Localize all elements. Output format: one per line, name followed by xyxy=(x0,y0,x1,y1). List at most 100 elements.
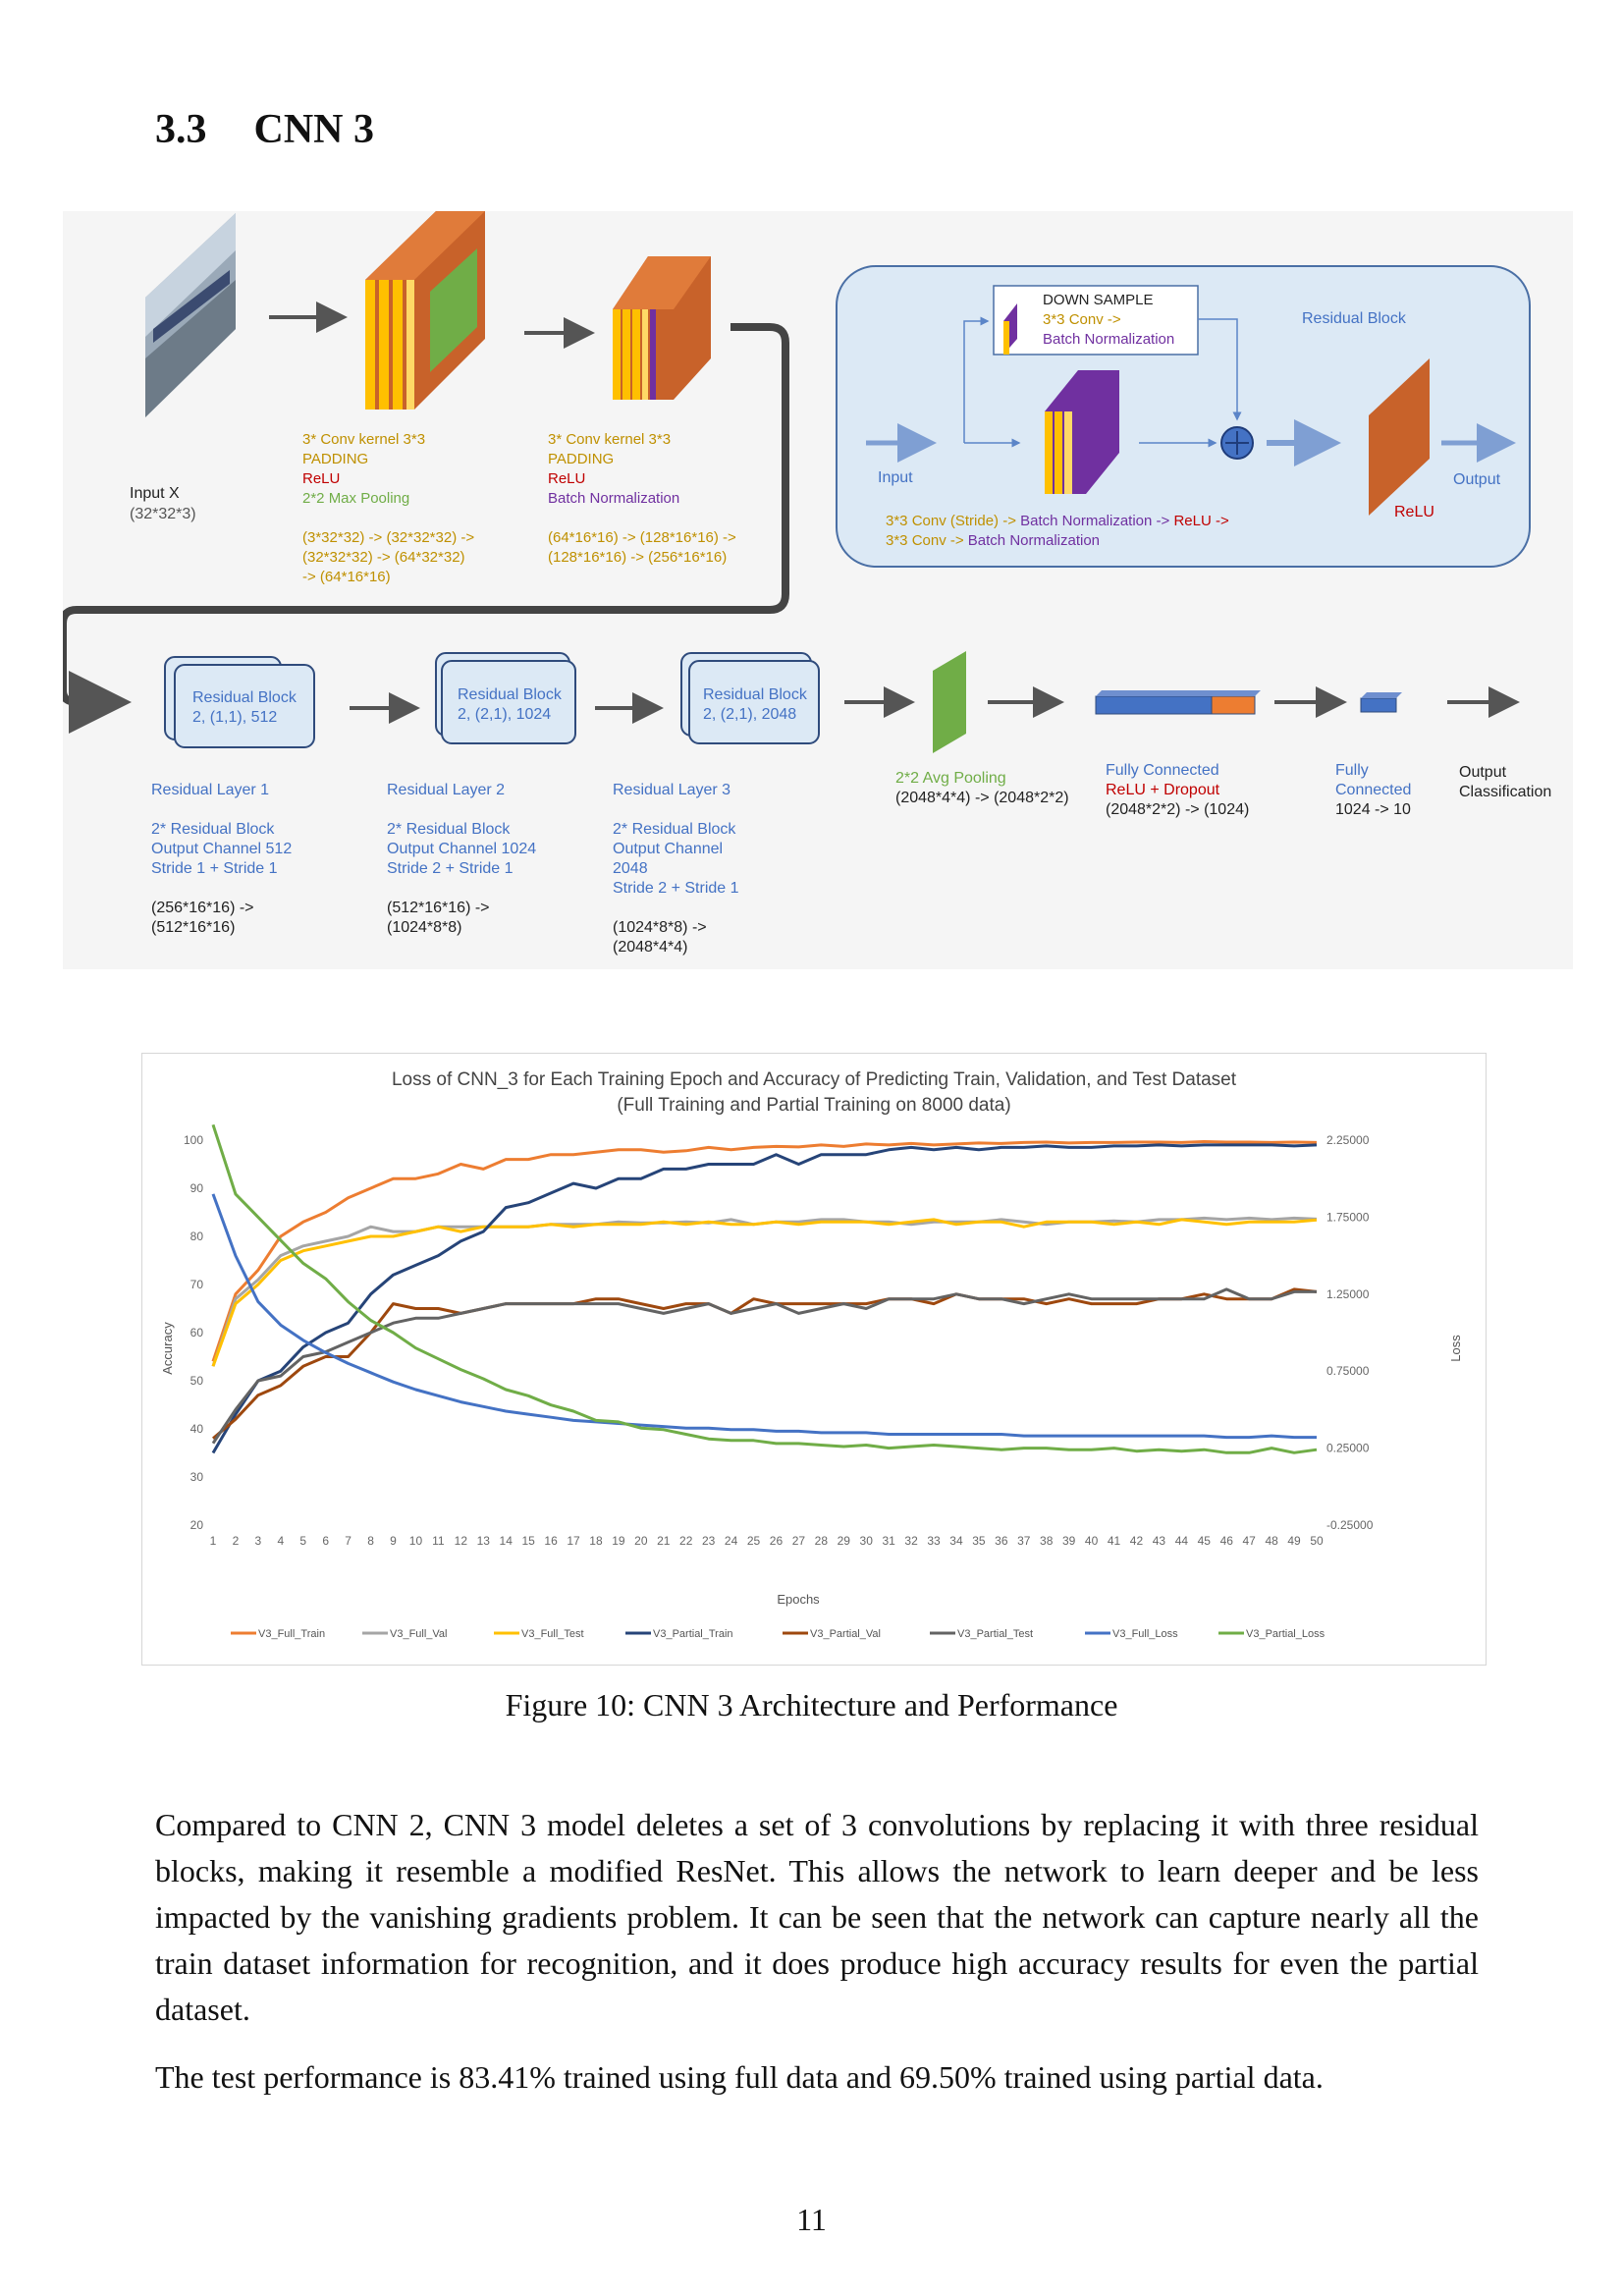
x-tick-label: 40 xyxy=(1085,1534,1099,1548)
layer2-box-line-2: 2, (2,1), 1024 xyxy=(458,706,551,723)
layer2-desc-3: Stride 2 + Stride 1 xyxy=(387,860,514,877)
y2-tick-label: 0.25000 xyxy=(1326,1442,1370,1455)
legend-item: V3_Full_Loss xyxy=(1085,1628,1178,1640)
x-tick-label: 25 xyxy=(747,1534,761,1548)
x-tick-label: 42 xyxy=(1130,1534,1144,1548)
x-tick-label: 32 xyxy=(904,1534,918,1548)
legend-label: V3_Full_Test xyxy=(521,1628,584,1640)
avg-pool-block xyxy=(933,651,966,753)
layer2-name: Residual Layer 2 xyxy=(387,782,505,798)
x-tick-label: 7 xyxy=(345,1534,352,1548)
x-tick-label: 24 xyxy=(725,1534,738,1548)
y-tick-label: 60 xyxy=(190,1326,204,1339)
x-axis-label: Epochs xyxy=(777,1592,820,1607)
residual-path-line-2: 3*3 Conv -> Batch Normalization xyxy=(886,532,1100,549)
downsample-line-2: 3*3 Conv -> xyxy=(1043,311,1121,328)
fc1-line-2: ReLU + Dropout xyxy=(1106,782,1220,798)
stage1-line-3: ReLU xyxy=(302,470,340,487)
avgpool-line-2: (2048*4*4) -> (2048*2*2) xyxy=(895,790,1069,806)
x-tick-label: 3 xyxy=(255,1534,262,1548)
residual-relu-label: ReLU xyxy=(1394,504,1434,520)
stage2-shape-1: (64*16*16) -> (128*16*16) -> xyxy=(548,529,736,546)
downsample-line-1: DOWN SAMPLE xyxy=(1043,292,1154,308)
x-tick-label: 1 xyxy=(210,1534,217,1548)
layer1-desc-2: Output Channel 512 xyxy=(151,841,292,857)
stage1-shape-1: (3*32*32) -> (32*32*32) -> xyxy=(302,529,474,546)
section-title: CNN 3 xyxy=(253,107,375,152)
x-tick-label: 28 xyxy=(815,1534,829,1548)
series-line-v3-full-train xyxy=(211,1140,1318,1362)
x-tick-label: 20 xyxy=(634,1534,648,1548)
section-heading: 3.3 CNN 3 xyxy=(155,106,374,153)
fc2-line-2: Connected xyxy=(1335,782,1411,798)
y2-tick-label: -0.25000 xyxy=(1326,1518,1374,1532)
y-tick-label: 40 xyxy=(190,1422,204,1436)
x-tick-label: 2 xyxy=(233,1534,240,1548)
x-tick-label: 21 xyxy=(657,1534,671,1548)
layer3-name: Residual Layer 3 xyxy=(613,782,730,798)
x-tick-label: 36 xyxy=(995,1534,1008,1548)
chart-subtitle: (Full Training and Partial Training on 8… xyxy=(617,1095,1010,1116)
y2-tick-label: 1.25000 xyxy=(1326,1287,1370,1301)
legend-label: V3_Partial_Train xyxy=(653,1628,733,1640)
layer1-box-line-1: Residual Block xyxy=(192,689,298,706)
legend-label: V3_Full_Loss xyxy=(1112,1628,1178,1640)
loss-accuracy-chart: Loss of CNN_3 for Each Training Epoch an… xyxy=(141,1053,1487,1666)
fc1-line-1: Fully Connected xyxy=(1106,762,1219,779)
x-tick-label: 22 xyxy=(679,1534,693,1548)
layer1-shape-1: (256*16*16) -> xyxy=(151,900,254,916)
y-tick-label: 50 xyxy=(190,1374,204,1388)
x-tick-label: 48 xyxy=(1265,1534,1278,1548)
chart-series-group xyxy=(211,1123,1318,1454)
stage1-line-4: 2*2 Max Pooling xyxy=(302,490,409,507)
residual-layer-3-box xyxy=(680,652,820,744)
x-tick-label: 19 xyxy=(612,1534,625,1548)
x-tick-label: 17 xyxy=(567,1534,580,1548)
fc2-line-3: 1024 -> 10 xyxy=(1335,801,1411,818)
x-tick-label: 41 xyxy=(1108,1534,1121,1548)
x-tick-label: 18 xyxy=(589,1534,603,1548)
x-tick-label: 16 xyxy=(544,1534,558,1548)
architecture-diagram: Input X (32*32*3) 3* Conv kernel 3*3 PAD… xyxy=(63,211,1573,969)
series-line-v3-partial-train xyxy=(211,1143,1318,1454)
layer1-name: Residual Layer 1 xyxy=(151,782,269,798)
stage1-line-2: PADDING xyxy=(302,451,368,467)
residual-layer-2-box xyxy=(435,652,576,744)
flow-connector xyxy=(63,323,789,734)
x-tick-label: 23 xyxy=(702,1534,716,1548)
chart-title: Loss of CNN_3 for Each Training Epoch an… xyxy=(392,1069,1237,1090)
x-tick-label: 9 xyxy=(390,1534,397,1548)
series-line-v3-full-test xyxy=(211,1218,1318,1367)
chart-legend: V3_Full_Train V3_Full_Val V3_Full_Test V3_P… xyxy=(231,1628,1325,1640)
x-tick-label: 15 xyxy=(521,1534,535,1548)
layer3-desc-1: 2* Residual Block xyxy=(613,821,736,838)
downsample-line-3: Batch Normalization xyxy=(1043,331,1174,348)
x-tick-label: 11 xyxy=(432,1534,445,1548)
layer3-desc-4: Stride 2 + Stride 1 xyxy=(613,880,739,897)
residual-input-label: Input xyxy=(878,469,913,486)
output-line-1: Output xyxy=(1459,764,1507,781)
series-line-v3-full-loss xyxy=(211,1193,1317,1440)
x-tick-label: 12 xyxy=(455,1534,468,1548)
x-tick-label: 30 xyxy=(860,1534,874,1548)
legend-item: V3_Partial_Test xyxy=(930,1628,1033,1640)
main-conv-block xyxy=(1045,370,1119,494)
stage1-shape-3: -> (64*16*16) xyxy=(302,569,391,585)
y2-axis-label: Loss xyxy=(1448,1335,1463,1362)
x-tick-label: 34 xyxy=(949,1534,963,1548)
layer2-box-line-1: Residual Block xyxy=(458,686,563,703)
x-tick-label: 35 xyxy=(972,1534,986,1548)
layer3-box-line-1: Residual Block xyxy=(703,686,808,703)
x-tick-label: 27 xyxy=(792,1534,806,1548)
legend-label: V3_Partial_Test xyxy=(957,1628,1033,1640)
y-tick-label: 100 xyxy=(184,1133,203,1147)
add-icon xyxy=(1220,426,1254,460)
stage1-line-1: 3* Conv kernel 3*3 xyxy=(302,431,425,448)
legend-item: V3_Partial_Train xyxy=(625,1628,733,1640)
x-tick-label: 45 xyxy=(1198,1534,1212,1548)
series-line-v3-full-val xyxy=(211,1216,1318,1367)
layer3-shape-2: (2048*4*4) xyxy=(613,939,688,956)
layer3-desc-3: 2048 xyxy=(613,860,648,877)
fc1-block xyxy=(1095,690,1261,715)
x-tick-label: 13 xyxy=(477,1534,491,1548)
